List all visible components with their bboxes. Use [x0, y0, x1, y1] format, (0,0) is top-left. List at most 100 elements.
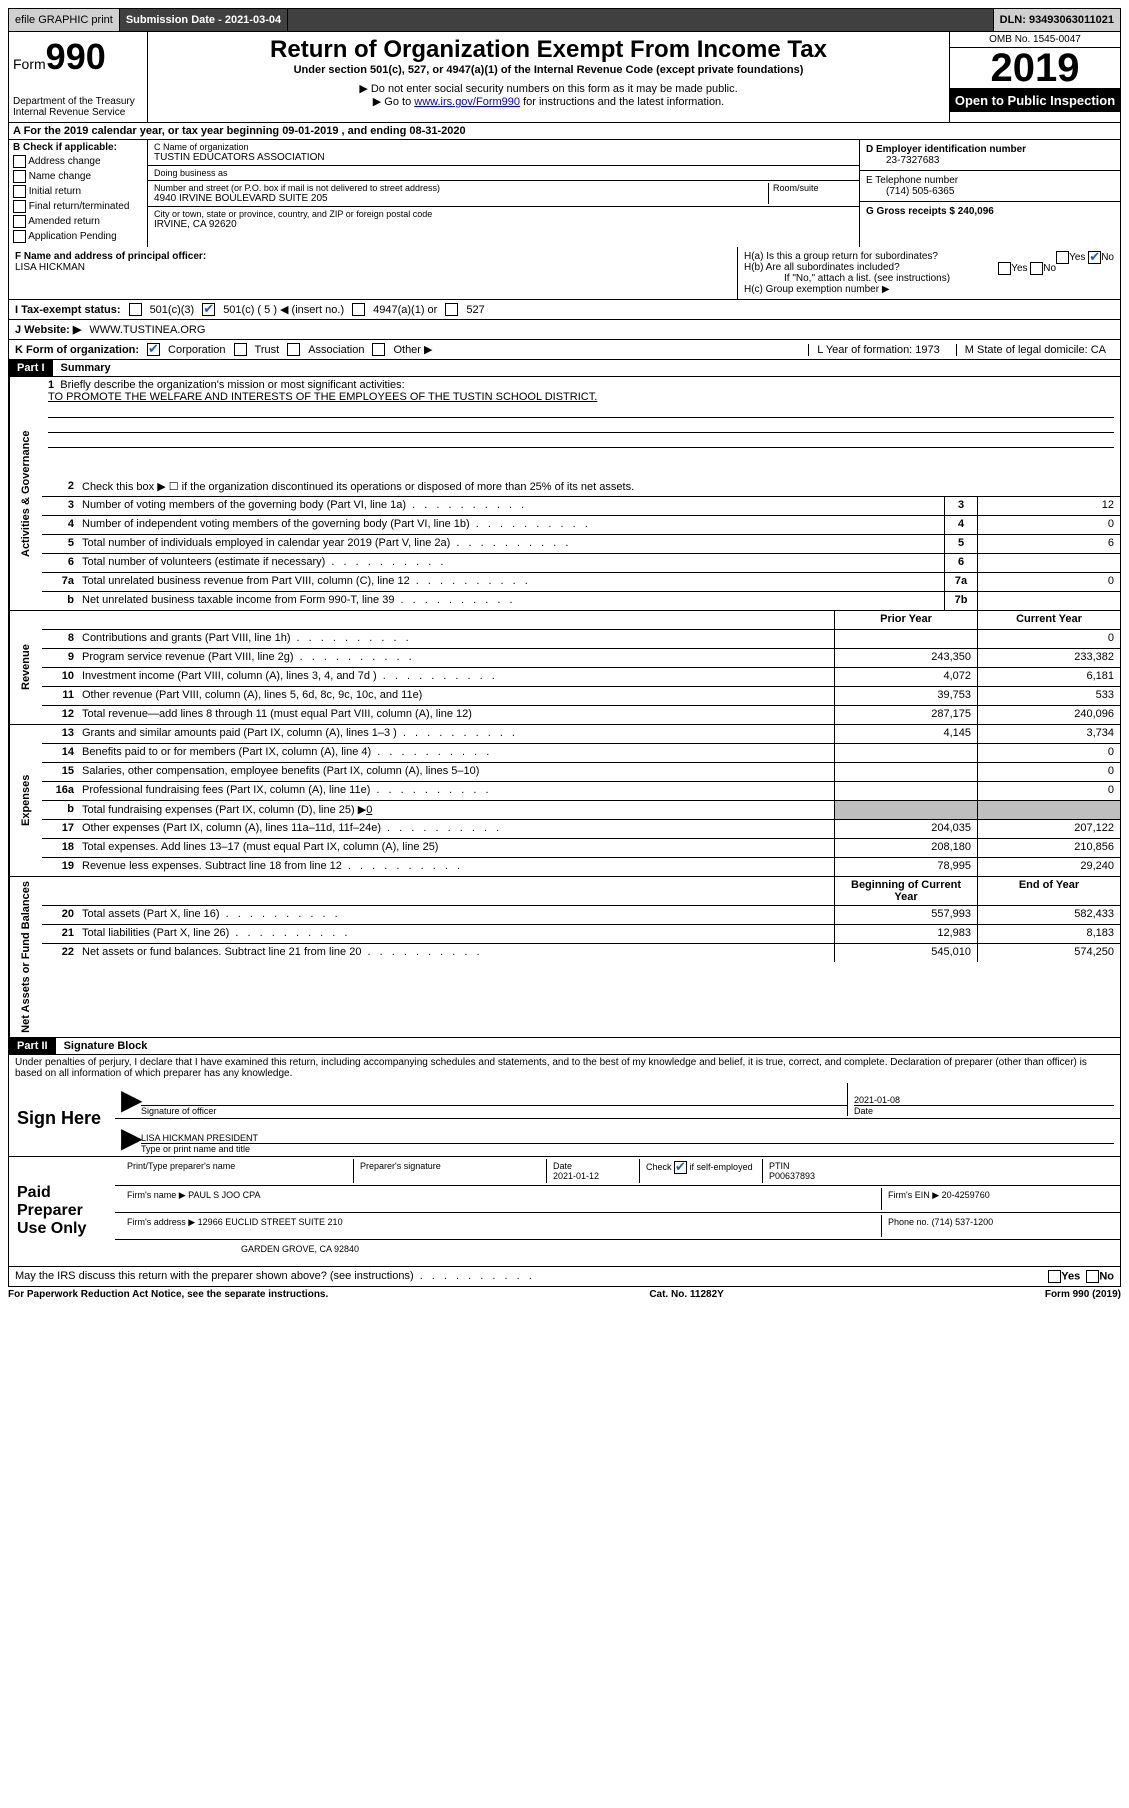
chk-initial[interactable]: Initial return [13, 185, 143, 198]
irs-no[interactable] [1086, 1270, 1099, 1283]
net-header: Beginning of Current YearEnd of Year [42, 877, 1120, 906]
ha-row: H(a) Is this a group return for subordin… [744, 251, 1114, 262]
firm-addr1: 12966 EUCLID STREET SUITE 210 [198, 1217, 343, 1227]
i-501c3[interactable] [129, 303, 142, 316]
chk-pending-label: Application Pending [28, 231, 116, 242]
i-527[interactable] [445, 303, 458, 316]
l20-end: 582,433 [977, 906, 1120, 924]
net-vlabel: Net Assets or Fund Balances [9, 877, 42, 1037]
sig-officer-label: Signature of officer [141, 1105, 847, 1116]
city-label: City or town, state or province, country… [154, 209, 432, 219]
col-d: D Employer identification number 23-7327… [859, 140, 1120, 247]
line-15: 15Salaries, other compensation, employee… [42, 763, 1120, 782]
header-mid: Return of Organization Exempt From Incom… [148, 32, 949, 122]
prep-name-label: Print/Type preparer's name [121, 1159, 354, 1183]
col-h: H(a) Is this a group return for subordin… [737, 247, 1120, 299]
irs-link[interactable]: www.irs.gov/Form990 [414, 96, 520, 108]
l15-prior [834, 763, 977, 781]
tax-year: 2019 [950, 48, 1120, 89]
prep-line4: GARDEN GROVE, CA 92840 [115, 1240, 1120, 1266]
public-inspection: Open to Public Inspection [950, 89, 1120, 112]
firm-phone-cell: Phone no. (714) 537-1200 [882, 1215, 1114, 1237]
firm-addr-cell: Firm's address ▶ 12966 EUCLID STREET SUI… [121, 1215, 882, 1237]
l22-desc: Net assets or fund balances. Subtract li… [78, 944, 834, 962]
header-right: OMB No. 1545-0047 2019 Open to Public In… [949, 32, 1120, 122]
gov-body: 1 Briefly describe the organization's mi… [42, 377, 1120, 610]
i-opt1: 501(c)(3) [150, 304, 195, 316]
mission-block: 1 Briefly describe the organization's mi… [42, 377, 1120, 478]
line-19: 19Revenue less expenses. Subtract line 1… [42, 858, 1120, 876]
submission-date-button[interactable]: Submission Date - 2021-03-04 [120, 9, 288, 31]
hb-note: If "No," attach a list. (see instruction… [744, 273, 1114, 284]
line-12: 12Total revenue—add lines 8 through 11 (… [42, 706, 1120, 724]
k-corp[interactable] [147, 343, 160, 356]
l1-value: TO PROMOTE THE WELFARE AND INTERESTS OF … [48, 391, 597, 403]
ha-no[interactable] [1088, 251, 1101, 264]
rev-header: Prior YearCurrent Year [42, 611, 1120, 630]
footer: For Paperwork Reduction Act Notice, see … [8, 1287, 1121, 1302]
rev-section: Revenue Prior YearCurrent Year 8Contribu… [8, 611, 1121, 725]
hb-yes[interactable] [998, 262, 1011, 275]
hb-no[interactable] [1030, 262, 1043, 275]
room-label: Room/suite [773, 183, 853, 193]
dba-label: Doing business as [154, 168, 228, 178]
irs-discuss-label: May the IRS discuss this return with the… [15, 1270, 535, 1282]
l8-curr: 0 [977, 630, 1120, 648]
chk-name-label: Name change [29, 171, 91, 182]
ha-yes[interactable] [1056, 251, 1069, 264]
k-opt3: Other ▶ [393, 343, 432, 356]
prep-date: 2021-01-12 [553, 1171, 599, 1181]
l20-desc: Total assets (Part X, line 16) [78, 906, 834, 924]
gross-label: G Gross receipts $ 240,096 [866, 206, 994, 217]
footer-right: Form 990 (2019) [1045, 1289, 1121, 1300]
l17-curr: 207,122 [977, 820, 1120, 838]
l21-desc: Total liabilities (Part X, line 26) [78, 925, 834, 943]
k-opt1: Trust [255, 344, 280, 356]
chk-pending[interactable]: Application Pending [13, 230, 143, 243]
k-assoc[interactable] [287, 343, 300, 356]
irs-yes-label: Yes [1061, 1270, 1080, 1282]
row-klm: K Form of organization: Corporation Trus… [8, 340, 1121, 360]
net-section: Net Assets or Fund Balances Beginning of… [8, 877, 1121, 1038]
line-7a: 7aTotal unrelated business revenue from … [42, 573, 1120, 592]
firm-phone: (714) 537-1200 [932, 1217, 994, 1227]
self-employed-check[interactable] [674, 1161, 687, 1174]
note-link-row: ▶ Go to www.irs.gov/Form990 for instruct… [152, 95, 945, 108]
line-13: 13Grants and similar amounts paid (Part … [42, 725, 1120, 744]
org-name-label: C Name of organization [154, 142, 325, 152]
l9-desc: Program service revenue (Part VIII, line… [78, 649, 834, 667]
preparer-label: Paid Preparer Use Only [9, 1157, 115, 1266]
i-label: I Tax-exempt status: [15, 304, 121, 316]
gross-row: G Gross receipts $ 240,096 [860, 202, 1120, 221]
l7b-desc: Net unrelated business taxable income fr… [78, 592, 944, 610]
line-7b: bNet unrelated business taxable income f… [42, 592, 1120, 610]
footer-left: For Paperwork Reduction Act Notice, see … [8, 1289, 328, 1300]
net-body: Beginning of Current YearEnd of Year 20T… [42, 877, 1120, 1037]
row-i: I Tax-exempt status: 501(c)(3) 501(c) ( … [8, 300, 1121, 320]
l19-prior: 78,995 [834, 858, 977, 876]
city-value: IRVINE, CA 92620 [154, 219, 432, 230]
l18-desc: Total expenses. Add lines 13–17 (must eq… [78, 839, 834, 857]
chk-address[interactable]: Address change [13, 155, 143, 168]
l16a-prior [834, 782, 977, 800]
chk-amended[interactable]: Amended return [13, 215, 143, 228]
col-b: B Check if applicable: Address change Na… [9, 140, 148, 247]
k-trust[interactable] [234, 343, 247, 356]
firm-name: PAUL S JOO CPA [188, 1190, 260, 1200]
line-20: 20Total assets (Part X, line 16)557,9935… [42, 906, 1120, 925]
l5-val: 6 [977, 535, 1120, 553]
i-501c[interactable] [202, 303, 215, 316]
l-label: L Year of formation: 1973 [808, 344, 948, 356]
k-other[interactable] [372, 343, 385, 356]
firm-name-label: Firm's name ▶ [127, 1190, 186, 1200]
chk-final[interactable]: Final return/terminated [13, 200, 143, 213]
rev-body: Prior YearCurrent Year 8Contributions an… [42, 611, 1120, 724]
irs-yes[interactable] [1048, 1270, 1061, 1283]
l11-prior: 39,753 [834, 687, 977, 705]
l21-end: 8,183 [977, 925, 1120, 943]
firm-phone-label: Phone no. [888, 1217, 929, 1227]
i-4947[interactable] [352, 303, 365, 316]
hb-yes-label: Yes [1011, 263, 1027, 274]
firm-addr2: GARDEN GROVE, CA 92840 [121, 1242, 365, 1264]
chk-name[interactable]: Name change [13, 170, 143, 183]
